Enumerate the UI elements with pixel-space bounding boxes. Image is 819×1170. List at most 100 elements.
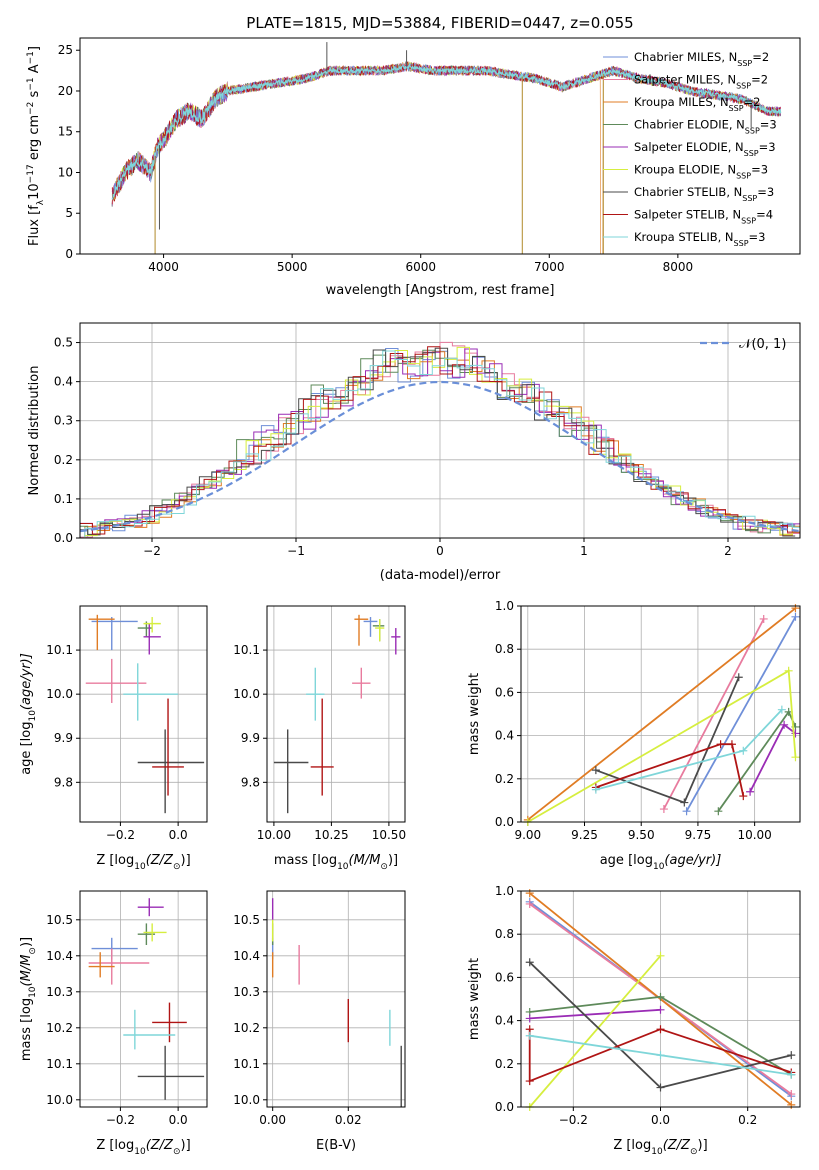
plot-frame	[79, 890, 208, 1108]
plot-frame	[520, 890, 801, 1108]
histogram-salpeter_miles	[80, 341, 800, 538]
legend-entry: Chabrier ELODIE, NSSP=3	[634, 118, 777, 136]
weight-marker	[656, 951, 665, 960]
panel-spectrum: 4000 5000 6000 7000 8000 0 5 10 15 20 25 PLATE=1815…	[26, 14, 801, 298]
weight-line-kroupa_elodie	[529, 955, 662, 1108]
x-tick-label: 4000	[148, 260, 179, 274]
y-tick-label: 10.1	[46, 1057, 73, 1071]
x-axis-label: Z [log10(Z/Z⊙)]	[96, 853, 190, 872]
x-tick-label: 6000	[405, 260, 436, 274]
x-tick-label: 9.25	[571, 828, 598, 842]
plot-frame	[79, 605, 208, 823]
x-tick-label: 0.02	[335, 1113, 362, 1127]
label-part: (Z/Z	[146, 1138, 174, 1153]
weight-marker	[759, 614, 768, 623]
label-part: mass [log	[19, 998, 34, 1061]
weight-marker	[714, 807, 723, 816]
y-tick-label: 10.4	[233, 949, 260, 963]
weight-marker	[791, 753, 800, 762]
y-tick-label: 10.5	[233, 913, 260, 927]
chart-title: PLATE=1815, MJD=53884, FIBERID=0447, z=0…	[246, 14, 633, 32]
label-part: SSP	[744, 149, 759, 158]
weight-marker	[525, 1031, 534, 1040]
label-part: )]	[181, 1138, 191, 1153]
label-part: SSP	[736, 81, 751, 90]
label-part: (M/M	[349, 853, 381, 868]
weight-marker	[734, 673, 743, 682]
x-axis-label: age [log10(age/yr)]	[600, 853, 722, 872]
label-part: mass [log	[274, 853, 337, 868]
weight-marker	[739, 746, 748, 755]
y-tick-label: 10.1	[233, 643, 260, 657]
weight-marker	[780, 720, 789, 729]
panel-age_vs_mass: 10.00 10.25 10.50 9.8 9.9 10.0 10.1 mass [log10…	[233, 605, 406, 872]
label-part: )]	[698, 1138, 708, 1153]
label-part: Normed distribution	[27, 366, 42, 496]
y-tick-label: 25	[58, 43, 73, 57]
label-part: 10	[27, 183, 42, 200]
label-part: −1	[26, 51, 36, 64]
x-tick-label: 0.2	[738, 1113, 757, 1127]
label-part: wavelength [Angstrom, rest frame]	[326, 283, 555, 298]
y-tick-label: 10.1	[233, 1057, 260, 1071]
y-tick-label: 0.6	[495, 970, 514, 984]
label-part: 10	[28, 986, 38, 998]
weight-marker	[746, 787, 755, 796]
y-tick-label: 10.5	[46, 913, 73, 927]
label-part: )]	[388, 853, 398, 868]
x-tick-label: 5000	[277, 260, 308, 274]
y-tick-label: 0.3	[54, 414, 73, 428]
y-axis-label: mass weight	[467, 958, 482, 1040]
y-tick-label: 0	[65, 247, 73, 261]
y-tick-label: 0.6	[495, 685, 514, 699]
x-tick-label: 9.00	[514, 828, 541, 842]
weight-marker	[787, 1070, 796, 1079]
label-part: =2	[744, 95, 761, 109]
y-tick-label: 10.1	[46, 643, 73, 657]
label-part: Chabrier STELIB, N	[634, 185, 742, 199]
weight-marker	[591, 785, 600, 794]
x-tick-label: 10.25	[314, 828, 348, 842]
y-tick-label: 10.0	[233, 1093, 260, 1107]
weight-line-kroupa_elodie	[527, 669, 797, 823]
label-part: =3	[760, 118, 777, 132]
label-part: =3	[759, 140, 776, 154]
label-part: (Z/Z	[663, 1138, 691, 1153]
x-tick-label: 0.00	[259, 1113, 286, 1127]
y-tick-label: 10.2	[233, 1021, 260, 1035]
weight-marker	[716, 740, 725, 749]
label-part: 10	[337, 862, 349, 872]
label-part: ⊙	[380, 862, 388, 872]
weight-marker	[682, 807, 691, 816]
y-tick-label: 1.0	[495, 599, 514, 613]
weight-marker	[727, 740, 736, 749]
weight-marker	[591, 766, 600, 775]
legend-entry: Salpeter MILES, NSSP=2	[634, 73, 768, 91]
label-part: ⊙	[173, 862, 181, 872]
x-tick-label: 10.00	[737, 828, 771, 842]
label-part: (age/yr)]	[664, 853, 721, 868]
y-tick-label: 9.8	[241, 775, 260, 789]
x-axis-label: Z [log10(Z/Z⊙)]	[613, 1138, 707, 1157]
label-part: E(B-V)	[316, 1138, 356, 1153]
label-part: Kroupa STELIB, N	[634, 230, 734, 244]
normal-curve	[80, 380, 800, 533]
histogram-chabrier_stelib	[80, 347, 796, 537]
x-tick-label: −0.2	[106, 1113, 135, 1127]
y-tick-label: 0.8	[495, 927, 514, 941]
y-tick-label: 0.2	[495, 1057, 514, 1071]
label-part: =2	[752, 50, 769, 64]
y-axis-label: Flux [fλ10−17 erg cm−2 s−1 A−1]	[26, 46, 46, 246]
y-axis-label: mass [log10(M/M⊙)]	[19, 937, 38, 1061]
label-part: SSP	[742, 194, 757, 203]
label-part: Chabrier ELODIE, N	[634, 118, 745, 132]
legend-entry: 𝒩(0, 1)	[739, 337, 786, 352]
panel-weight_vs_Z: −0.2 0.0 0.2 0.0 0.2 0.4 0.6 0.8 1.0 Z [log10(Z/Z…	[467, 884, 801, 1157]
label-part: SSP	[729, 104, 744, 113]
weight-line-salpeter_stelib	[528, 1028, 792, 1083]
x-axis-label: Z [log10(Z/Z⊙)]	[96, 1138, 190, 1157]
y-tick-label: 0.5	[54, 336, 73, 350]
label-part: (M/M	[19, 955, 34, 987]
y-tick-label: 0.4	[495, 729, 514, 743]
